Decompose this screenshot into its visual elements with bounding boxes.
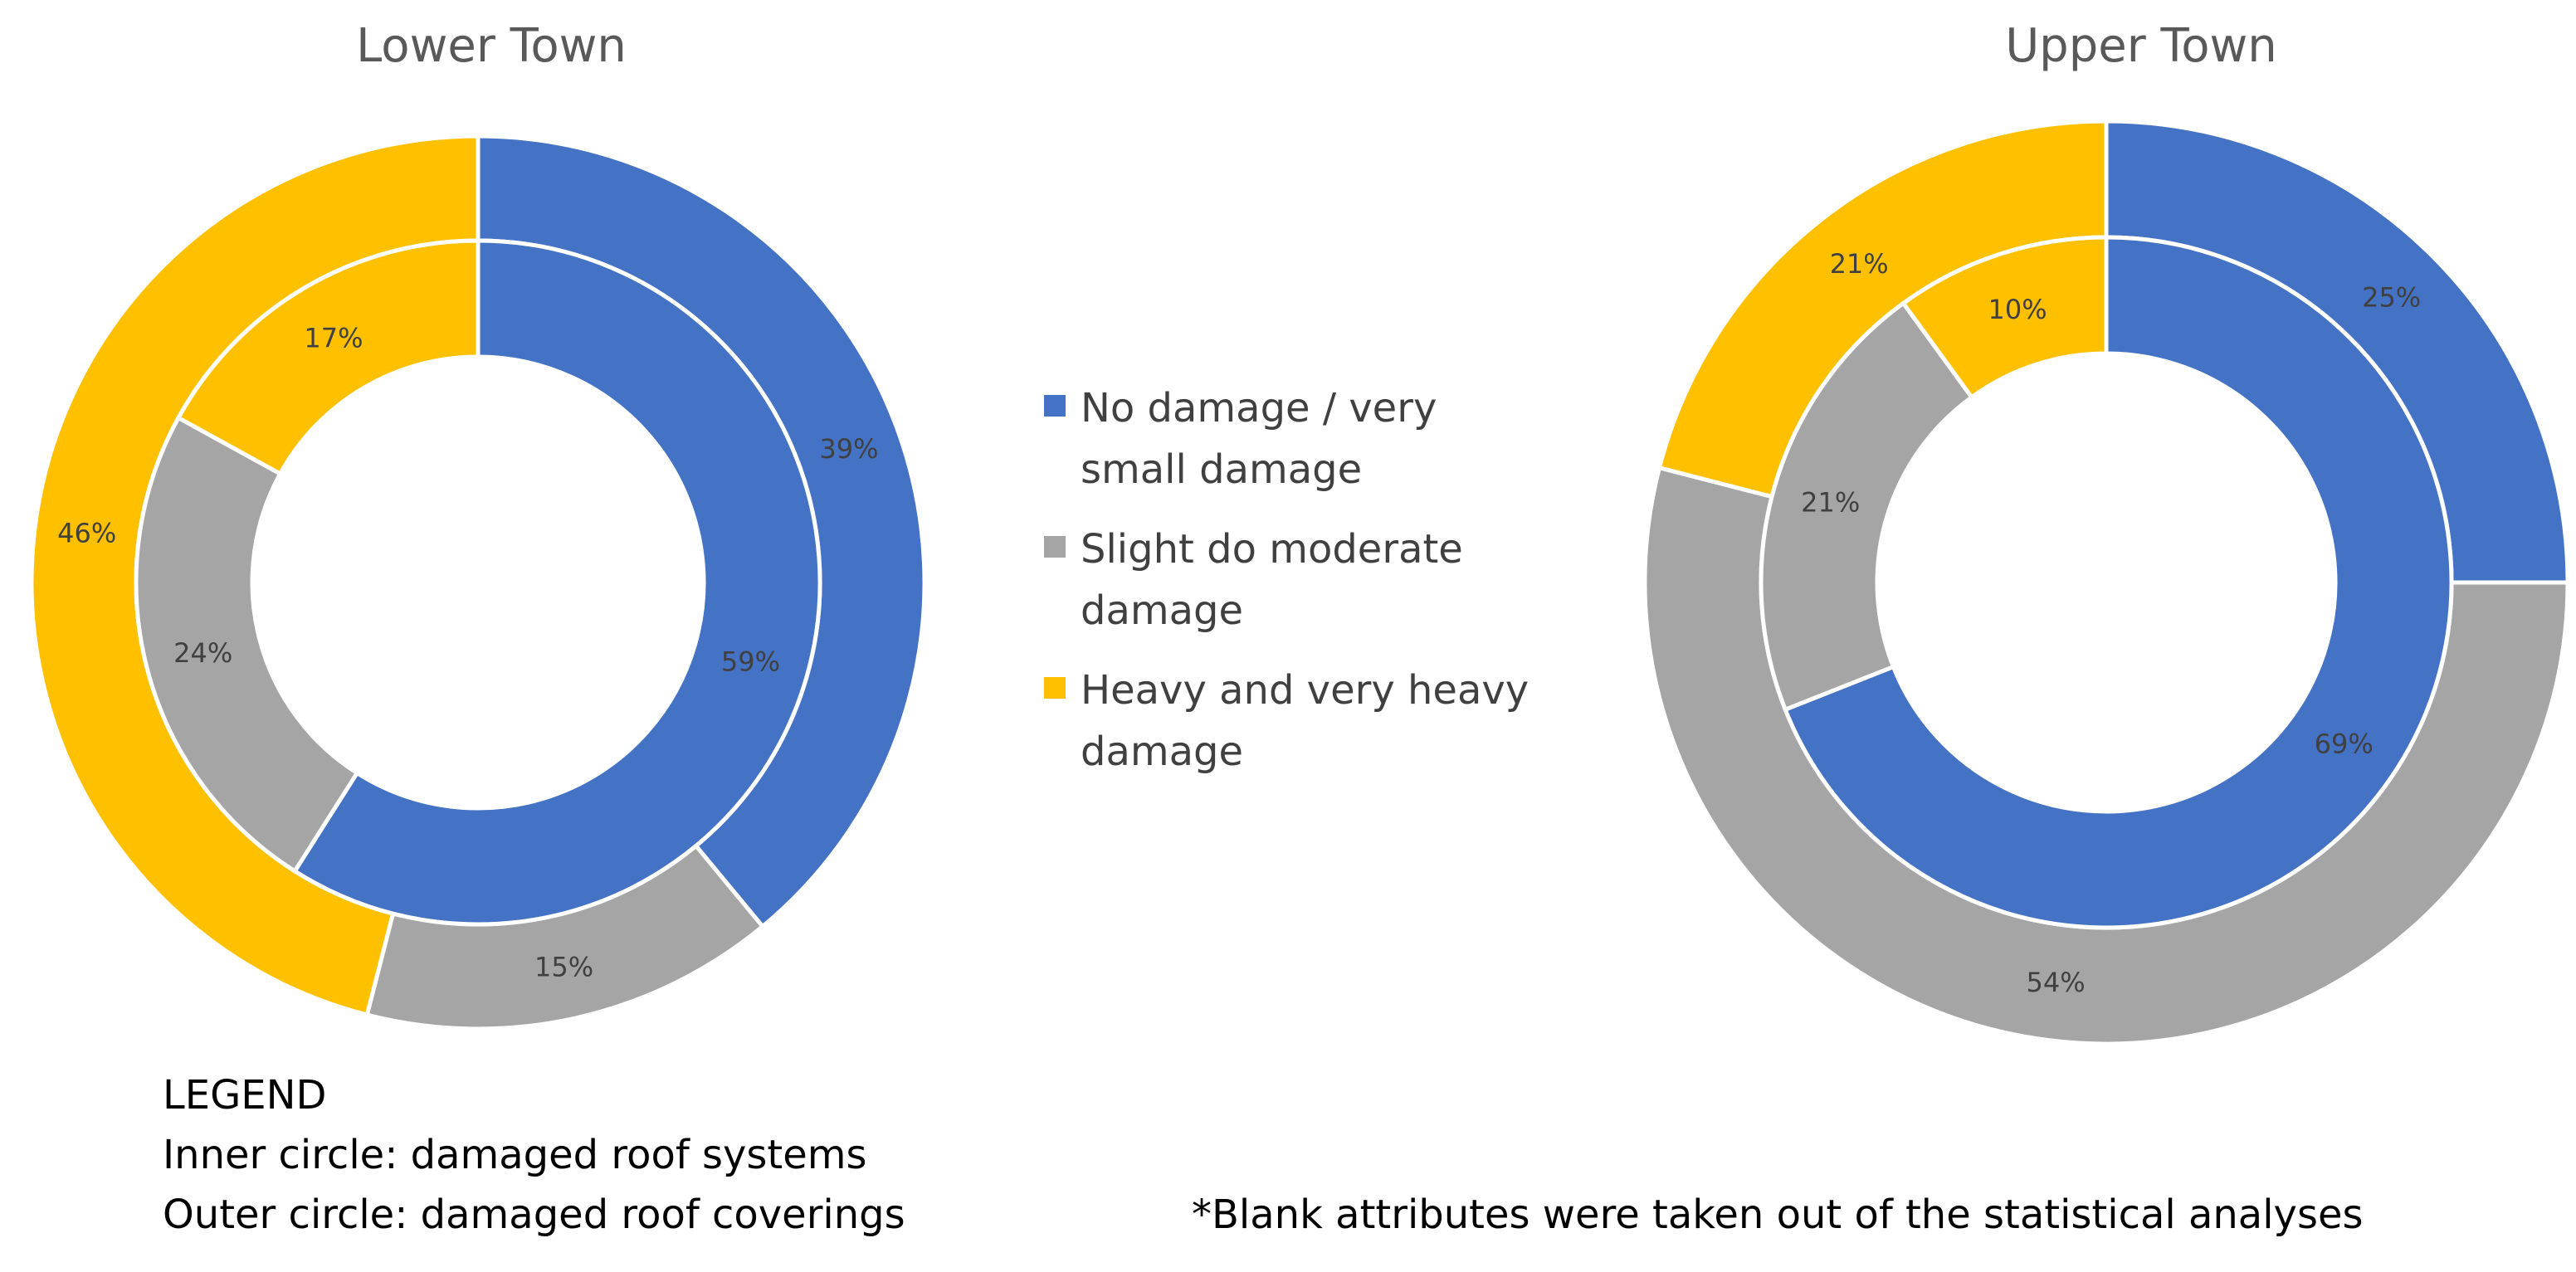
chart-lower-town: Lower Town 39% 15% 46% 59% 24% 17% [29,19,927,1031]
label-outer-slight-damage: 54% [2027,967,2086,998]
legend-label-no-damage-line1: No damage / very [1081,385,1437,431]
legend-label-no-damage-line2: small damage [1081,446,1362,493]
label-inner-no-damage: 59% [721,646,780,677]
legend-label-slight-damage-line2: damage [1081,587,1243,634]
label-inner-heavy-damage: 10% [1988,294,2047,325]
label-inner-heavy-damage: 17% [304,323,363,354]
chart-upper-town: Upper Town 25% 54% 21% 69% 21% 10% [1642,19,2570,1046]
slice-inner-heavy-damage [175,238,481,477]
label-inner-no-damage: 69% [2315,728,2374,759]
label-outer-no-damage: 39% [819,433,878,465]
legend-swatch-heavy-damage [1044,677,1066,699]
legend: No damage / very small damage Slight do … [1044,385,1529,775]
label-outer-slight-damage: 15% [534,952,593,983]
chart-title-lower-town: Lower Town [356,19,627,73]
label-outer-heavy-damage: 46% [57,517,116,548]
chart-title-upper-town: Upper Town [2005,19,2277,73]
label-inner-slight-damage: 21% [1801,486,1860,518]
ring-legend-outer: Outer circle: damaged roof coverings [163,1192,905,1238]
label-inner-slight-damage: 24% [173,637,232,669]
legend-item-slight-damage: Slight do moderate damage [1044,526,1463,634]
slice-inner-slight-damage [134,415,360,875]
label-outer-no-damage: 25% [2362,281,2421,313]
slice-inner-no-damage [291,238,822,927]
ring-legend-note: LEGEND Inner circle: damaged roof system… [163,1072,905,1238]
slice-inner-slight-damage [1759,300,1975,713]
legend-swatch-slight-damage [1044,536,1066,558]
slice-inner-heavy-damage [1900,235,2109,401]
legend-label-heavy-damage-line2: damage [1081,729,1243,775]
ring-legend-inner: Inner circle: damaged roof systems [163,1132,867,1178]
legend-item-heavy-damage: Heavy and very heavy damage [1044,667,1529,775]
legend-item-no-damage: No damage / very small damage [1044,385,1437,493]
legend-label-slight-damage-line1: Slight do moderate [1081,526,1463,573]
label-outer-heavy-damage: 21% [1830,248,1889,280]
slice-inner-no-damage [1782,235,2454,930]
footnote: *Blank attributes were taken out of the … [1192,1192,2364,1238]
ring-legend-heading: LEGEND [163,1072,326,1118]
legend-label-heavy-damage-line1: Heavy and very heavy [1081,667,1529,714]
legend-swatch-no-damage [1044,395,1066,417]
